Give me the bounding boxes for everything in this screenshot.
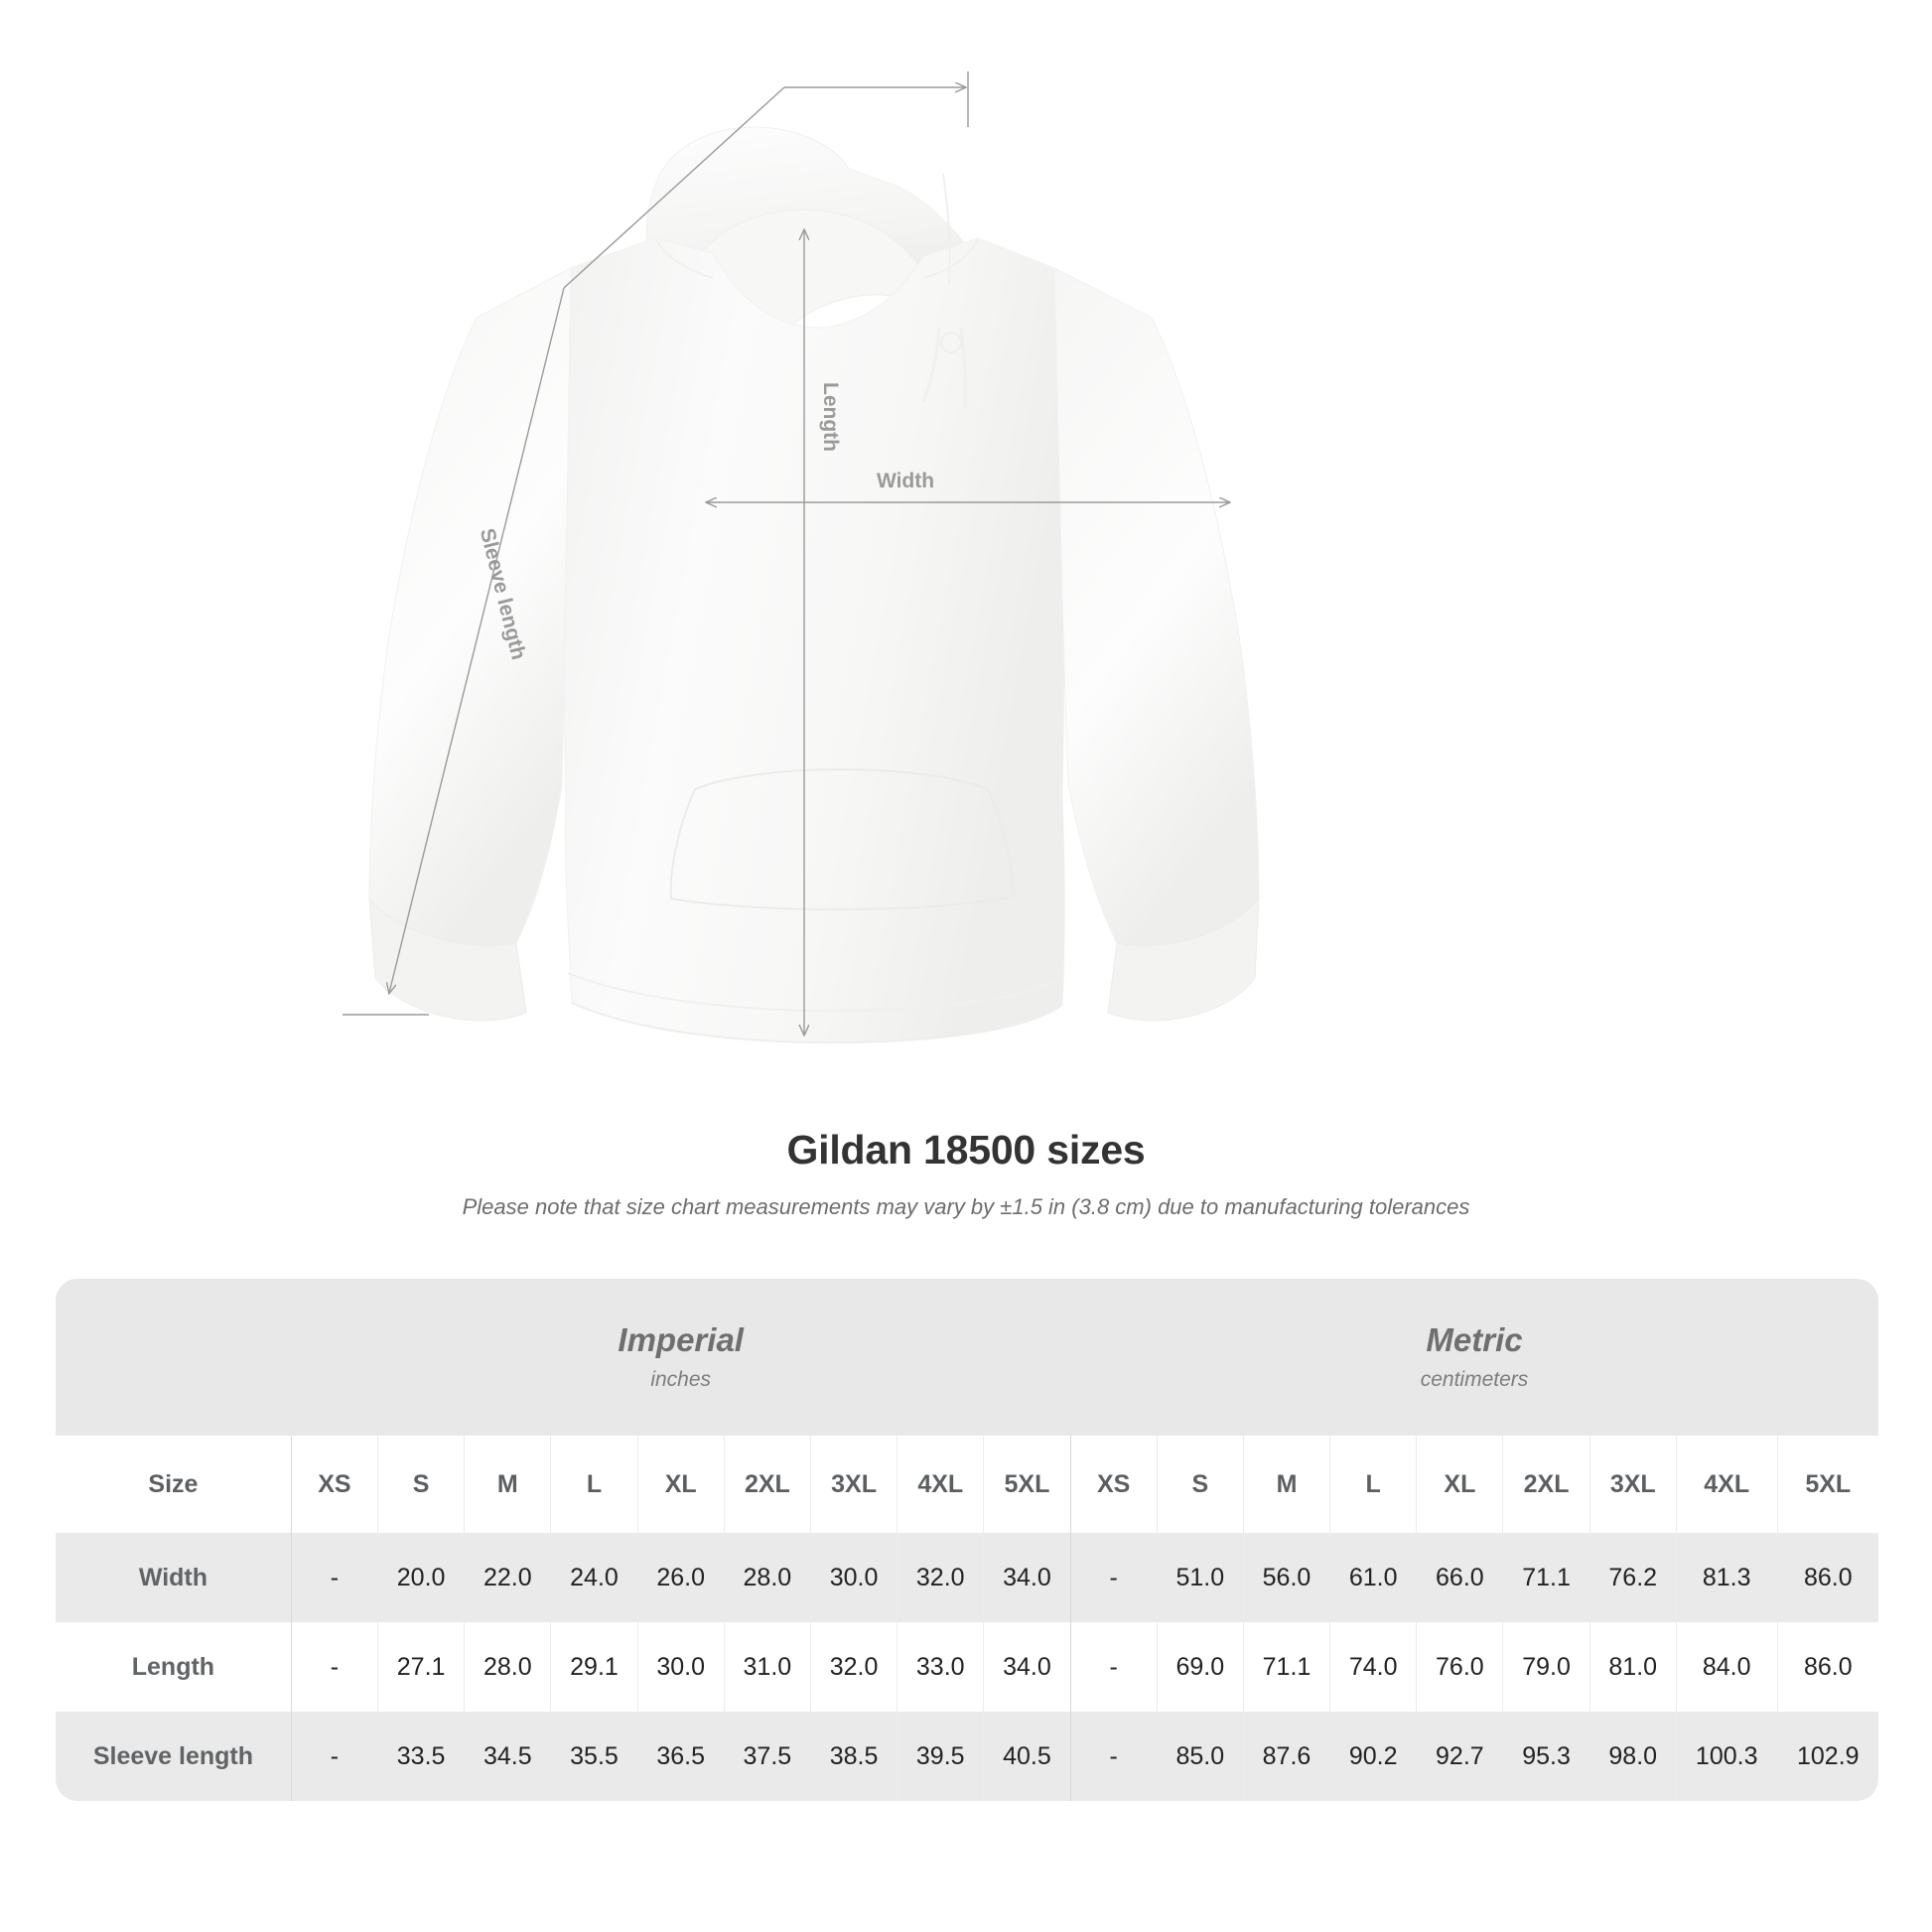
cell-sleeve-metric-xl: 92.7 [1416, 1712, 1503, 1801]
cell-width-imperial-s: 20.0 [377, 1533, 465, 1622]
unit-group-metric-sub: centimeters [1420, 1367, 1529, 1391]
cell-width-imperial-l: 24.0 [550, 1533, 638, 1622]
cell-sleeve-metric-xs: - [1069, 1712, 1158, 1801]
size-header-imperial-3xl: 3XL [809, 1436, 897, 1533]
size-header-metric-2xl: 2XL [1502, 1436, 1590, 1533]
cell-width-metric-3xl: 76.2 [1588, 1533, 1677, 1622]
size-chart-table: Imperial inches Metric centimeters Size … [56, 1279, 1878, 1801]
cell-length-metric-xl: 76.0 [1416, 1622, 1503, 1712]
table-row: Width - 20.0 22.0 24.0 26.0 28.0 30.0 32… [56, 1533, 1878, 1622]
row-label-width: Width [56, 1533, 292, 1622]
title-block: Gildan 18500 sizes Please note that size… [0, 1127, 1932, 1220]
cell-sleeve-imperial-xs: - [290, 1712, 378, 1801]
sleeve-length-measurement [343, 71, 969, 1016]
cell-length-imperial-4xl: 33.0 [897, 1622, 984, 1712]
cell-length-imperial-s: 27.1 [377, 1622, 465, 1712]
cell-width-metric-5xl: 86.0 [1776, 1533, 1878, 1622]
unit-group-imperial-sub: inches [650, 1367, 712, 1391]
garment-measurement-diagram: Length Width Sleeve length [343, 71, 1260, 1044]
cell-length-metric-l: 74.0 [1329, 1622, 1417, 1712]
length-label: Length [819, 382, 842, 452]
cell-width-metric-2xl: 71.1 [1502, 1533, 1590, 1622]
tolerance-note: Please note that size chart measurements… [462, 1194, 1470, 1219]
size-header-imperial-s: S [377, 1436, 465, 1533]
unit-header-spacer [56, 1279, 292, 1436]
table-row: Length - 27.1 28.0 29.1 30.0 31.0 32.0 3… [56, 1622, 1878, 1712]
cell-width-imperial-xs: - [290, 1533, 378, 1622]
size-header-metric-xl: XL [1416, 1436, 1503, 1533]
size-header-metric-3xl: 3XL [1588, 1436, 1677, 1533]
cell-width-imperial-2xl: 28.0 [723, 1533, 811, 1622]
cell-sleeve-imperial-xl: 36.5 [636, 1712, 725, 1801]
size-header-metric-m: M [1242, 1436, 1330, 1533]
cell-width-metric-l: 61.0 [1329, 1533, 1417, 1622]
cell-sleeve-imperial-s: 33.5 [377, 1712, 465, 1801]
unit-group-metric: Metric centimeters [1070, 1279, 1878, 1436]
cell-width-imperial-m: 22.0 [464, 1533, 551, 1622]
cell-length-imperial-2xl: 31.0 [723, 1622, 811, 1712]
size-header-row: Size XS S M L XL 2XL 3XL 4XL 5XL XS S M … [56, 1436, 1878, 1533]
cell-sleeve-imperial-5xl: 40.5 [983, 1712, 1071, 1801]
table-row: Sleeve length - 33.5 34.5 35.5 36.5 37.5… [56, 1712, 1878, 1801]
unit-group-metric-name: Metric [1426, 1321, 1523, 1359]
cell-sleeve-metric-l: 90.2 [1329, 1712, 1417, 1801]
cell-sleeve-metric-2xl: 95.3 [1502, 1712, 1590, 1801]
cell-sleeve-metric-4xl: 100.3 [1675, 1712, 1778, 1801]
cell-length-imperial-5xl: 34.0 [983, 1622, 1071, 1712]
cell-sleeve-imperial-l: 35.5 [550, 1712, 638, 1801]
page-title: Gildan 18500 sizes [786, 1127, 1146, 1173]
cell-sleeve-metric-m: 87.6 [1242, 1712, 1330, 1801]
cell-width-metric-s: 51.0 [1156, 1533, 1244, 1622]
cell-sleeve-imperial-3xl: 38.5 [809, 1712, 897, 1801]
cell-length-metric-3xl: 81.0 [1588, 1622, 1677, 1712]
size-header-imperial-xl: XL [636, 1436, 725, 1533]
cell-length-metric-s: 69.0 [1156, 1622, 1244, 1712]
cell-width-metric-m: 56.0 [1242, 1533, 1330, 1622]
size-header-imperial-m: M [464, 1436, 551, 1533]
size-header-metric-xs: XS [1069, 1436, 1158, 1533]
size-header-imperial-4xl: 4XL [897, 1436, 984, 1533]
cell-length-imperial-m: 28.0 [464, 1622, 551, 1712]
cell-width-imperial-5xl: 34.0 [983, 1533, 1071, 1622]
row-label-sleeve-length: Sleeve length [56, 1712, 292, 1801]
cell-sleeve-metric-s: 85.0 [1156, 1712, 1244, 1801]
cell-width-metric-xl: 66.0 [1416, 1533, 1503, 1622]
size-header-metric-5xl: 5XL [1776, 1436, 1878, 1533]
unit-group-imperial-name: Imperial [618, 1321, 744, 1359]
unit-header-row: Imperial inches Metric centimeters [56, 1279, 1878, 1436]
cell-width-imperial-4xl: 32.0 [897, 1533, 984, 1622]
cell-length-metric-2xl: 79.0 [1502, 1622, 1590, 1712]
width-label: Width [877, 470, 934, 492]
size-header-metric-l: L [1329, 1436, 1417, 1533]
cell-width-metric-4xl: 81.3 [1675, 1533, 1778, 1622]
cell-sleeve-imperial-m: 34.5 [464, 1712, 551, 1801]
size-header-imperial-5xl: 5XL [983, 1436, 1071, 1533]
size-header-metric-4xl: 4XL [1675, 1436, 1778, 1533]
row-label-length: Length [56, 1622, 292, 1712]
cell-length-imperial-3xl: 32.0 [809, 1622, 897, 1712]
unit-group-imperial: Imperial inches [291, 1279, 1071, 1436]
cell-length-metric-m: 71.1 [1242, 1622, 1330, 1712]
cell-length-imperial-xl: 30.0 [636, 1622, 725, 1712]
cell-width-metric-xs: - [1069, 1533, 1158, 1622]
cell-length-imperial-l: 29.1 [550, 1622, 638, 1712]
cell-length-metric-4xl: 84.0 [1675, 1622, 1778, 1712]
cell-sleeve-imperial-4xl: 39.5 [897, 1712, 984, 1801]
cell-width-imperial-3xl: 30.0 [809, 1533, 897, 1622]
cell-sleeve-metric-5xl: 102.9 [1776, 1712, 1878, 1801]
cell-length-metric-5xl: 86.0 [1776, 1622, 1878, 1712]
size-header-label: Size [56, 1436, 292, 1533]
cell-length-metric-xs: - [1069, 1622, 1158, 1712]
size-header-imperial-2xl: 2XL [723, 1436, 811, 1533]
size-header-imperial-xs: XS [290, 1436, 378, 1533]
size-header-metric-s: S [1156, 1436, 1244, 1533]
cell-length-imperial-xs: - [290, 1622, 378, 1712]
hoodie-illustration [368, 126, 1260, 1044]
cell-sleeve-metric-3xl: 98.0 [1588, 1712, 1677, 1801]
cell-width-imperial-xl: 26.0 [636, 1533, 725, 1622]
size-table-container: Imperial inches Metric centimeters Size … [56, 1279, 1878, 1801]
cell-sleeve-imperial-2xl: 37.5 [723, 1712, 811, 1801]
size-header-imperial-l: L [550, 1436, 638, 1533]
